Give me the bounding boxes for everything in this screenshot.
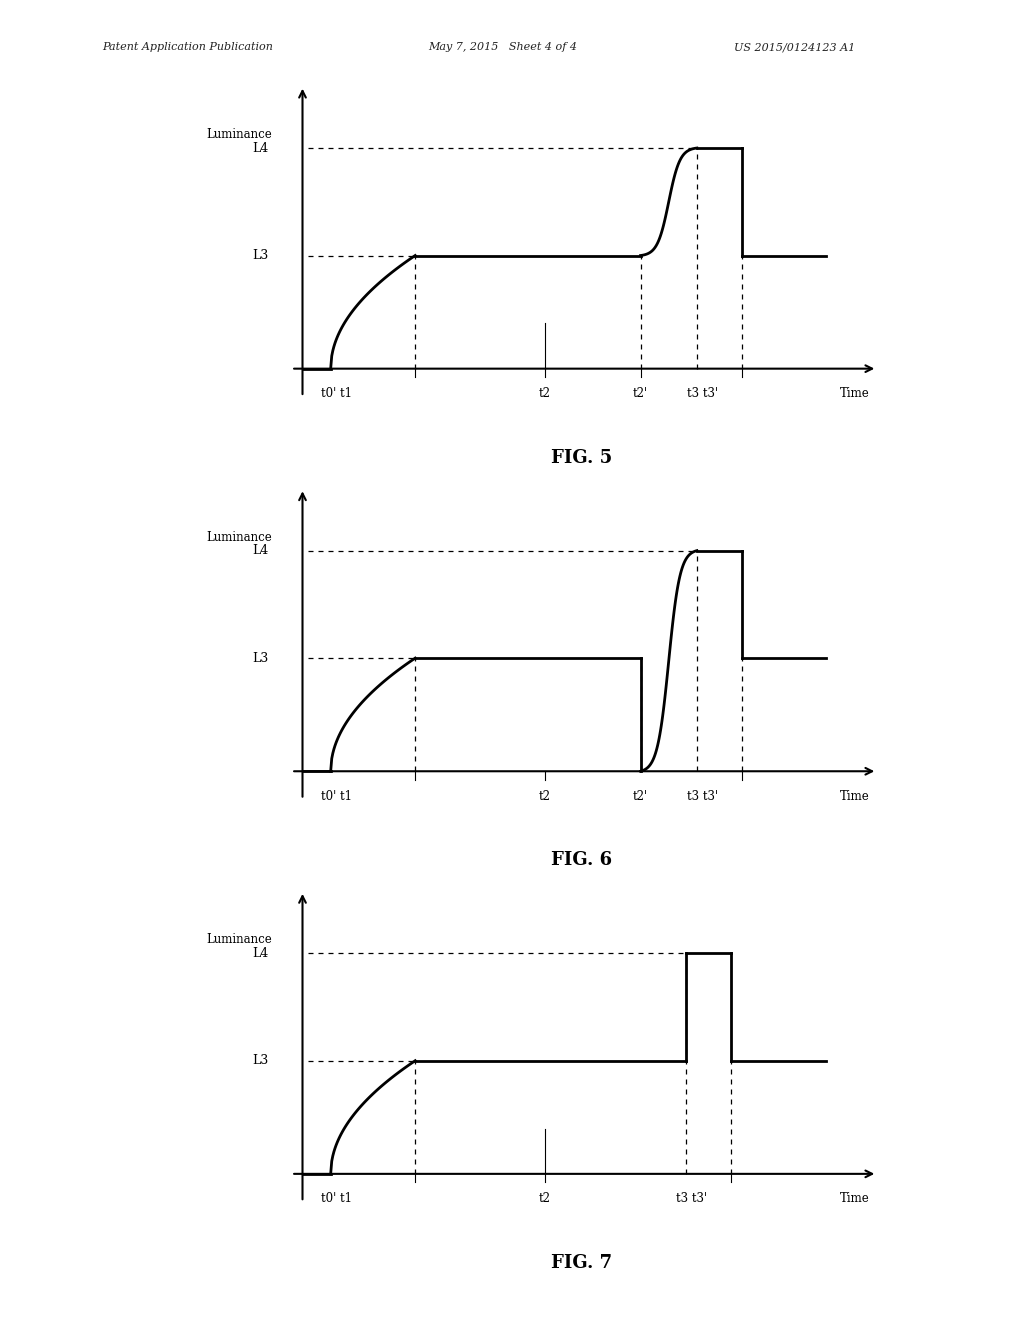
Text: t2': t2' (633, 387, 647, 400)
Text: L4: L4 (252, 141, 268, 154)
Text: t0' t1: t0' t1 (321, 1192, 352, 1205)
Text: May 7, 2015   Sheet 4 of 4: May 7, 2015 Sheet 4 of 4 (428, 42, 577, 53)
Text: t3 t3': t3 t3' (687, 387, 717, 400)
Text: FIG. 6: FIG. 6 (550, 851, 611, 870)
Text: Time: Time (839, 1192, 868, 1205)
Text: t3 t3': t3 t3' (675, 1192, 706, 1205)
Text: FIG. 7: FIG. 7 (550, 1254, 611, 1272)
Text: L3: L3 (252, 652, 268, 664)
Text: Patent Application Publication: Patent Application Publication (102, 42, 273, 53)
Text: L3: L3 (252, 1055, 268, 1067)
Text: t2: t2 (538, 1192, 550, 1205)
Text: L3: L3 (252, 249, 268, 261)
Text: t0' t1: t0' t1 (321, 387, 352, 400)
Text: Time: Time (839, 387, 868, 400)
Text: Luminance: Luminance (207, 933, 272, 946)
Text: t2: t2 (538, 387, 550, 400)
Text: t2': t2' (633, 789, 647, 803)
Text: Luminance: Luminance (207, 128, 272, 141)
Text: Time: Time (839, 789, 868, 803)
Text: Luminance: Luminance (207, 531, 272, 544)
Text: t3 t3': t3 t3' (687, 789, 717, 803)
Text: t0' t1: t0' t1 (321, 789, 352, 803)
Text: FIG. 5: FIG. 5 (550, 449, 611, 467)
Text: L4: L4 (252, 544, 268, 557)
Text: t2: t2 (538, 789, 550, 803)
Text: L4: L4 (252, 946, 268, 960)
Text: US 2015/0124123 A1: US 2015/0124123 A1 (734, 42, 855, 53)
